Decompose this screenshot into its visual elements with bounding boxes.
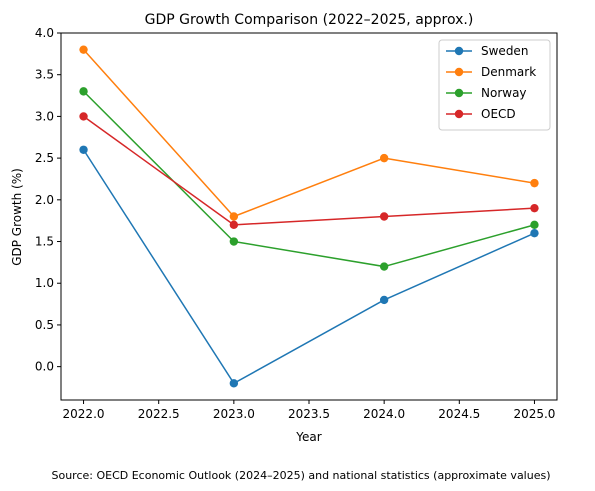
plot-marks <box>79 45 539 388</box>
y-tick-label: 0.5 <box>35 318 54 332</box>
y-tick-label: 1.0 <box>35 276 54 290</box>
y-axis-title: GDP Growth (%) <box>10 168 24 266</box>
data-point-norway <box>229 237 239 246</box>
data-point-oecd <box>379 212 389 221</box>
data-point-norway <box>530 220 539 230</box>
legend-label-oecd: OECD <box>481 107 516 121</box>
data-point-oecd <box>79 112 88 121</box>
data-point-norway <box>79 87 88 96</box>
data-point-oecd <box>229 220 239 230</box>
legend-box <box>438 39 551 131</box>
legend-marker-sweden <box>454 46 464 56</box>
x-tick-label: 2022.5 <box>138 407 180 421</box>
x-tick-label: 2024.5 <box>438 407 480 421</box>
x-tick-label: 2023.5 <box>288 407 330 421</box>
data-point-denmark <box>379 153 389 163</box>
legend-marker-oecd <box>454 109 464 119</box>
y-tick-label: 2.5 <box>35 151 54 165</box>
x-tick-label: 2022.0 <box>63 407 105 421</box>
chart-title: GDP Growth Comparison (2022–2025, approx… <box>145 12 474 28</box>
data-point-oecd <box>530 203 539 213</box>
legend-label-denmark: Denmark <box>481 65 536 79</box>
data-point-denmark <box>229 212 239 221</box>
data-point-norway <box>379 262 389 271</box>
y-tick-label: 4.0 <box>35 26 54 40</box>
x-tick-label: 2025.0 <box>513 407 555 421</box>
legend-marker-denmark <box>454 67 464 77</box>
data-point-denmark <box>79 45 88 54</box>
legend-marker-norway <box>454 88 464 98</box>
y-tick-label: 0.0 <box>35 360 54 374</box>
legend-label-sweden: Sweden <box>481 44 528 58</box>
data-point-sweden <box>379 295 389 305</box>
series-line-sweden <box>82 149 535 385</box>
series-line-oecd <box>83 115 535 226</box>
x-tick-label: 2023.0 <box>213 407 255 421</box>
series-line-denmark <box>82 49 535 218</box>
y-tick-label: 3.0 <box>35 109 54 123</box>
source-note: Source: OECD Economic Outlook (2024–2025… <box>51 469 550 482</box>
y-tick-label: 3.5 <box>35 68 54 82</box>
y-axis-ticks: 0.0 0.5 1.0 1.5 2.0 2.5 3.0 3.5 4.0 <box>35 26 61 374</box>
y-tick-label: 1.5 <box>35 235 54 249</box>
data-point-sweden <box>79 145 88 154</box>
x-axis-ticks: 2022.0 2022.5 2023.0 2023.5 2024.0 2024.5 2025… <box>63 400 555 421</box>
data-point-sweden <box>530 228 539 238</box>
legend-label-norway: Norway <box>481 86 527 100</box>
series-line-norway <box>83 90 535 268</box>
x-axis-title: Year <box>295 430 321 444</box>
y-tick-label: 2.0 <box>35 193 54 207</box>
data-point-denmark <box>530 178 539 188</box>
data-point-sweden <box>229 379 239 388</box>
x-tick-label: 2024.0 <box>363 407 405 421</box>
chart-legend: Sweden Denmark Norway OECD <box>438 39 551 131</box>
